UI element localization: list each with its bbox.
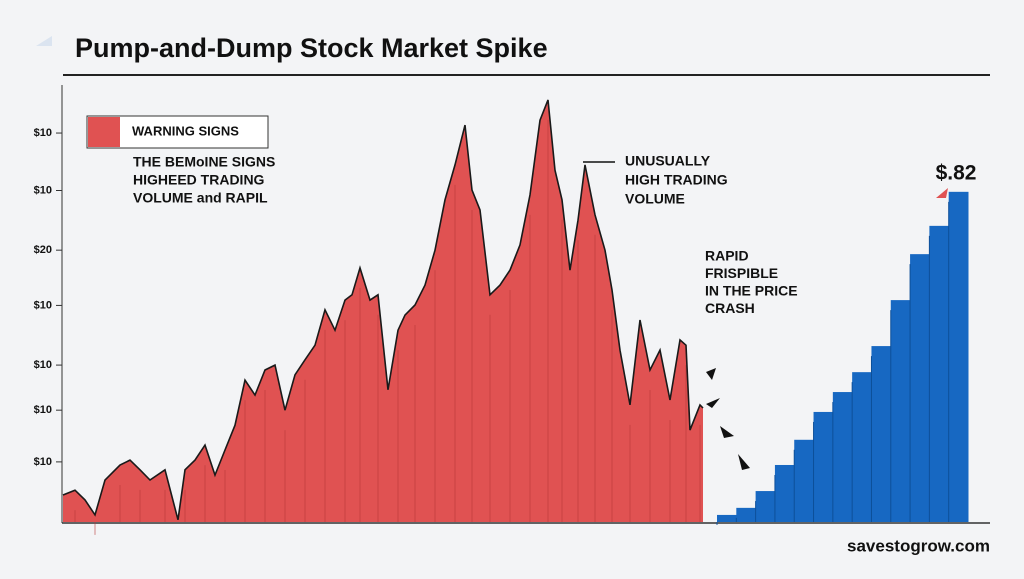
source: savestogrow.com (847, 536, 990, 555)
y-tick-label: $10 (34, 456, 52, 468)
crash-marks (706, 368, 750, 470)
bar (755, 491, 776, 522)
y-tick-label: $10 (34, 359, 52, 371)
bar (813, 411, 834, 522)
annotation: RAPID (705, 248, 749, 264)
annotation: VOLUME (625, 191, 685, 207)
bar (929, 225, 950, 523)
decoration (36, 36, 52, 46)
chart-title: Pump-and-Dump Stock Market Spike (75, 33, 548, 63)
y-tick-label: $10 (34, 184, 52, 196)
decoration (706, 398, 720, 408)
decoration (738, 454, 750, 470)
bar (774, 464, 795, 522)
annotation: UNUSUALLY (625, 153, 711, 169)
bar (794, 439, 815, 522)
bar (852, 372, 872, 522)
decoration (720, 426, 734, 438)
annotation: HIGH TRADING (625, 172, 728, 188)
legend-label: WARNING SIGNS (132, 123, 239, 138)
bar (717, 514, 737, 522)
y-tick-label: $10 (34, 299, 52, 311)
bar (890, 300, 911, 522)
area (63, 99, 703, 523)
annotation: THE BEMoINE SIGNS (133, 154, 275, 170)
bar (910, 254, 930, 522)
legend-swatch (88, 117, 120, 147)
bar (871, 346, 892, 522)
value-label: $.82 (936, 162, 977, 185)
annotation: CRASH (705, 300, 755, 316)
bar (948, 191, 969, 523)
annotation: VOLUME and RAPIL (133, 190, 268, 206)
decoration (936, 188, 948, 198)
y-tick-label: $10 (34, 127, 52, 139)
annotation: IN THE PRICE (705, 283, 798, 299)
area-outline (62, 99, 704, 521)
y-tick-label: $10 (34, 404, 52, 416)
bar (736, 507, 757, 522)
annotation: HIGHEED TRADING (133, 172, 265, 188)
annotation: FRISPIBLE (705, 265, 778, 281)
y-tick-label: $20 (34, 244, 52, 256)
decoration (706, 368, 716, 380)
bar (832, 392, 853, 522)
